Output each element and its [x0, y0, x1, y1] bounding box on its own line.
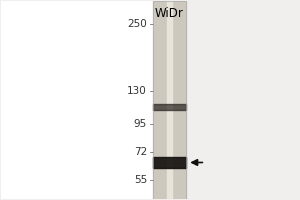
Text: 95: 95 [134, 119, 147, 129]
Bar [1, 1, 153, 199]
Text: 130: 130 [127, 86, 147, 96]
Bar [153, 1, 186, 199]
Text: 250: 250 [127, 19, 147, 29]
Text: 55: 55 [134, 175, 147, 185]
Bar [167, 1, 172, 199]
Bar [153, 157, 186, 168]
Bar [153, 1, 186, 199]
Bar [153, 104, 186, 110]
Bar [186, 1, 299, 199]
Text: WiDr: WiDr [155, 7, 184, 20]
Text: 72: 72 [134, 147, 147, 157]
